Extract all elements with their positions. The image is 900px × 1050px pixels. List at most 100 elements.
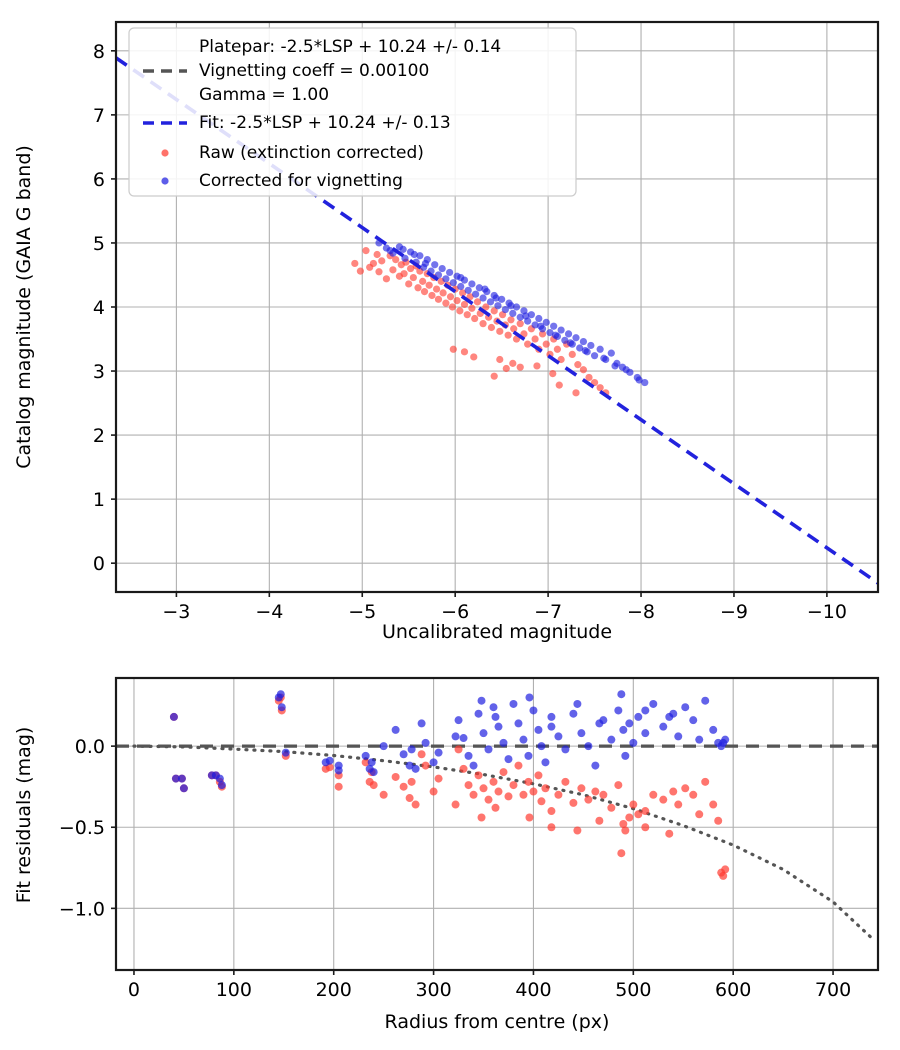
residuals-y-axis-label: Fit residuals (mag) — [13, 727, 35, 904]
scatter-point — [622, 366, 630, 374]
x-tick-label: −10 — [807, 601, 847, 623]
vignetting-model-curve — [132, 744, 875, 941]
scatter-point — [405, 794, 414, 803]
scatter-point — [382, 275, 391, 283]
scatter-point — [482, 303, 490, 311]
scatter-point — [512, 303, 521, 311]
scatter-point — [596, 345, 604, 353]
scatter-point — [432, 285, 441, 293]
scatter-point — [584, 742, 593, 751]
scatter-point — [484, 795, 493, 804]
scatter-point — [641, 378, 649, 387]
scatter-point — [516, 363, 524, 371]
scatter-point — [475, 284, 483, 292]
scatter-point — [541, 784, 550, 793]
scatter-point — [334, 761, 343, 770]
legend-entry-label: Vignetting coeff = 0.00100 — [199, 61, 429, 81]
scatter-point — [217, 781, 226, 790]
magnitude-scatter-layer — [351, 239, 649, 397]
scatter-point — [502, 364, 510, 373]
x-tick-label: −8 — [627, 601, 655, 623]
scatter-point — [625, 813, 634, 822]
legend-entry[interactable]: Gamma = 1.00 — [199, 85, 329, 105]
scatter-point — [389, 266, 397, 274]
scatter-point — [446, 293, 455, 301]
scatter-point — [391, 725, 400, 734]
scatter-point — [611, 362, 619, 370]
x-tick-label: 500 — [615, 979, 651, 1001]
scatter-point — [641, 706, 650, 715]
scatter-point — [566, 339, 575, 347]
scatter-point — [474, 709, 483, 718]
scatter-point — [496, 327, 504, 335]
residuals-x-axis-label: Radius from centre (px) — [385, 1011, 610, 1033]
legend[interactable]: Platepar: -2.5*LSP + 10.24 +/- 0.14 Vigne… — [128, 27, 577, 197]
scatter-point — [579, 366, 588, 374]
scatter-point — [457, 282, 465, 291]
scatter-point — [473, 298, 482, 306]
legend-entry[interactable]: Platepar: -2.5*LSP + 10.24 +/- 0.14 — [199, 37, 501, 57]
scatter-point — [649, 699, 658, 708]
legend-entry[interactable]: Corrected for vignetting — [161, 171, 403, 191]
legend-entry[interactable]: Fit: -2.5*LSP + 10.24 +/- 0.13 — [143, 113, 451, 133]
scatter-series — [351, 247, 610, 397]
scatter-point — [569, 798, 578, 807]
x-tick-label: 100 — [216, 979, 252, 1001]
x-tick-label: 400 — [515, 979, 551, 1001]
scatter-point — [405, 280, 413, 288]
scatter-point — [405, 761, 414, 770]
residuals-tickmarks — [111, 745, 834, 975]
scatter-point — [494, 302, 502, 310]
magnitude-panel: −3 −4 −5 −6 −7 −8 −9 −10 0 1 2 3 4 5 6 7 8 Platepar: -2.… — [13, 20, 880, 643]
scatter-point — [463, 311, 471, 319]
scatter-point — [351, 259, 359, 268]
scatter-point — [477, 696, 486, 705]
scatter-point — [569, 709, 578, 718]
scatter-point — [579, 337, 588, 346]
scatter-point — [281, 748, 290, 757]
scatter-point — [469, 790, 478, 799]
scatter-point — [546, 329, 554, 337]
scatter-point — [641, 807, 650, 816]
scatter-point — [369, 768, 378, 777]
scatter-point — [550, 322, 558, 330]
scatter-point — [469, 761, 478, 770]
scatter-point — [527, 311, 535, 319]
scatter-point — [573, 699, 582, 708]
scatter-point — [629, 800, 638, 809]
scatter-point — [379, 790, 388, 799]
scatter-point — [484, 745, 493, 754]
scatter-point — [595, 719, 604, 728]
scatter-point — [514, 719, 523, 728]
scatter-point — [607, 735, 616, 744]
scatter-point — [674, 732, 683, 741]
y-tick-label: −0.5 — [59, 817, 105, 839]
scatter-point — [674, 800, 683, 809]
scatter-point — [516, 313, 524, 321]
scatter-point — [554, 790, 563, 799]
scatter-point — [494, 722, 503, 731]
scatter-point — [499, 768, 508, 777]
legend-entry-label: Platepar: -2.5*LSP + 10.24 +/- 0.14 — [199, 37, 501, 57]
y-tick-label: 8 — [93, 41, 105, 63]
scatter-point — [409, 273, 417, 282]
magnitude-panel-svg: −3 −4 −5 −6 −7 −8 −9 −10 0 1 2 3 4 5 6 7 8 Platepar: -2.… — [13, 20, 880, 643]
legend-marker-blue-dot-icon — [161, 177, 169, 185]
scatter-point — [568, 350, 576, 358]
x-tick-label: −4 — [255, 601, 283, 623]
legend-entry-label: Gamma = 1.00 — [199, 85, 329, 105]
y-tick-label: 4 — [93, 297, 105, 319]
scatter-point — [334, 782, 343, 791]
scatter-point — [537, 322, 545, 330]
residuals-scatter-layer — [169, 690, 730, 880]
scatter-point — [555, 381, 563, 389]
scatter-point — [634, 810, 643, 819]
scatter-point — [421, 761, 430, 770]
scatter-point — [446, 268, 454, 277]
legend-entry[interactable]: Raw (extinction corrected) — [161, 143, 424, 163]
scatter-point — [464, 781, 473, 790]
scatter-point — [356, 267, 364, 275]
vignetting-curve-path — [132, 744, 875, 941]
legend-entry[interactable]: Vignetting coeff = 0.00100 — [143, 61, 429, 81]
scatter-point — [379, 742, 388, 751]
